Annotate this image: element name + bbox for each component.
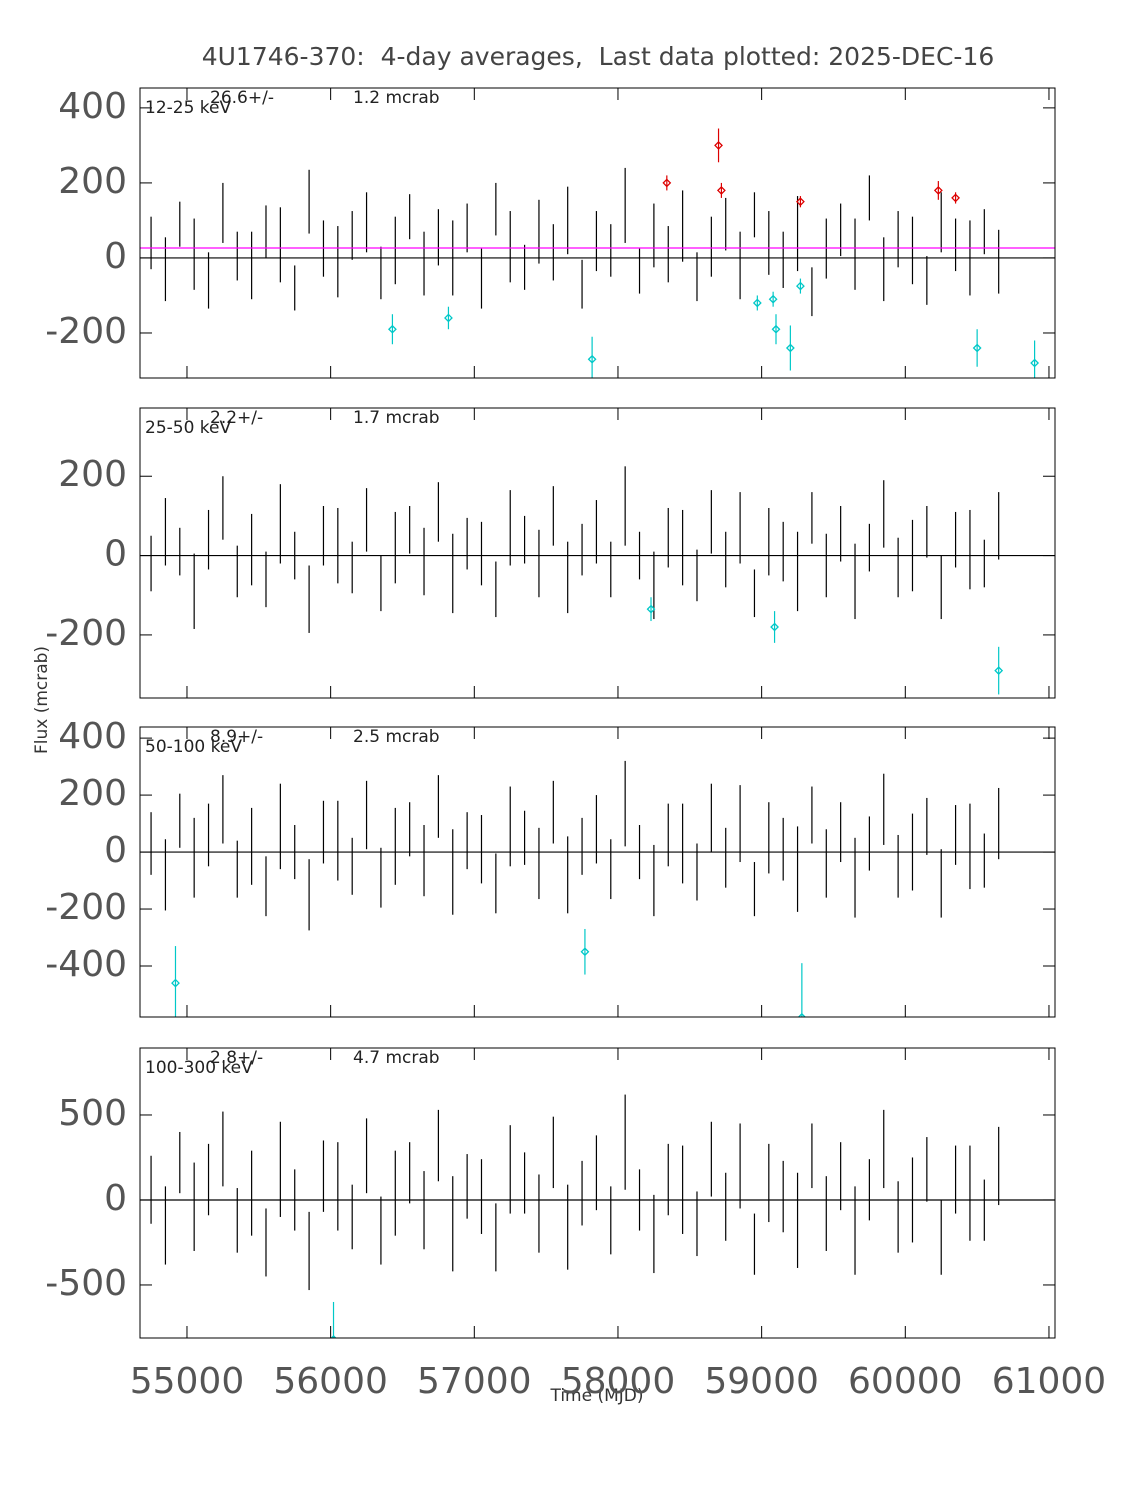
- data-point: [171, 978, 180, 988]
- x-tick-label: 57000: [417, 1361, 532, 1402]
- y-tick-label: 400: [58, 86, 127, 127]
- data-point: [580, 947, 590, 957]
- mean-label: 2.8+/-: [210, 1048, 263, 1068]
- x-tick-label: 58000: [561, 1361, 676, 1402]
- data-point: [752, 298, 762, 308]
- mean-error-label: 4.7 mcrab: [353, 1048, 440, 1068]
- y-tick-label: -200: [45, 887, 127, 928]
- mean-label: 26.6+/-: [210, 88, 274, 108]
- data-point: [972, 343, 982, 353]
- data-point: [646, 604, 656, 614]
- data-point: [933, 185, 943, 195]
- y-tick-label: -200: [45, 311, 127, 352]
- data-point: [768, 294, 778, 304]
- data-point: [994, 666, 1004, 676]
- y-tick-label: 0: [104, 830, 127, 871]
- mean-error-label: 1.2 mcrab: [353, 88, 440, 108]
- data-point: [1030, 358, 1040, 368]
- y-tick-label: 500: [58, 1093, 127, 1134]
- mean-error-label: 1.7 mcrab: [353, 408, 440, 428]
- y-tick-label: 0: [104, 1178, 127, 1219]
- plot-frame: [139, 87, 1056, 379]
- mean-label: 8.9+/-: [210, 727, 263, 747]
- band-label: 12-25 keV: [145, 98, 231, 118]
- y-tick-label: 200: [58, 773, 127, 814]
- x-tick-label: 55000: [130, 1361, 245, 1402]
- data-point: [444, 313, 453, 323]
- data-point: [951, 193, 961, 203]
- y-tick-label: -500: [45, 1263, 127, 1304]
- plot-frame: [139, 407, 1056, 699]
- x-tick-label: 59000: [704, 1361, 819, 1402]
- data-point: [797, 1012, 807, 1017]
- y-axis-label: Flux (mcrab): [32, 646, 52, 754]
- y-tick-label: -200: [45, 613, 127, 654]
- mean-error-label: 2.5 mcrab: [353, 727, 440, 747]
- x-tick-label: 61000: [992, 1361, 1107, 1402]
- y-tick-label: 200: [58, 161, 127, 202]
- plot-frame: [139, 726, 1056, 1018]
- data-point: [587, 354, 597, 364]
- plot-area: [150, 1094, 1000, 1338]
- plot-area: [150, 466, 1004, 695]
- y-tick-label: 0: [104, 534, 127, 575]
- y-tick-label: 0: [104, 236, 127, 277]
- data-point: [770, 622, 779, 632]
- data-point: [714, 140, 723, 150]
- data-point: [771, 324, 781, 334]
- y-tick-label: 200: [58, 454, 127, 495]
- mean-label: 2.2+/-: [210, 408, 263, 428]
- x-tick-label: 60000: [848, 1361, 963, 1402]
- data-point: [796, 281, 805, 291]
- band-label: 100-300 keV: [145, 1058, 253, 1078]
- chart-title: 4U1746-370: 4-day averages, Last data pl…: [202, 42, 995, 71]
- data-point: [387, 324, 397, 334]
- data-point: [796, 197, 805, 207]
- plot-frame: [139, 1047, 1056, 1339]
- x-tick-label: 56000: [273, 1361, 388, 1402]
- band-label: 25-50 keV: [145, 418, 231, 438]
- data-point: [662, 178, 672, 188]
- plot-area: [150, 128, 1040, 378]
- plot-area: [150, 760, 1000, 1017]
- x-axis-label: Time (MJD): [549, 1386, 643, 1406]
- y-tick-label: -400: [45, 944, 127, 985]
- data-point: [716, 185, 726, 195]
- data-point: [785, 343, 795, 353]
- band-label: 50-100 keV: [145, 737, 242, 757]
- y-tick-label: 400: [58, 716, 127, 757]
